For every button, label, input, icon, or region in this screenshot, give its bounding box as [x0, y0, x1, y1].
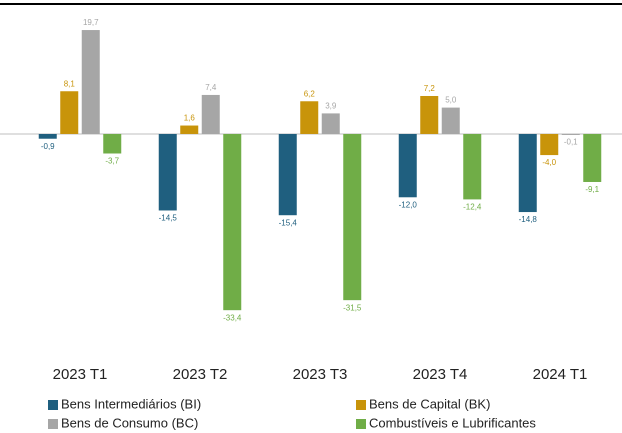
value-label: -4,0 [542, 158, 556, 167]
value-label: 5,0 [445, 96, 457, 105]
bar [583, 133, 602, 182]
bar [321, 113, 340, 134]
bar [463, 133, 482, 200]
bar [398, 133, 417, 198]
bar [81, 30, 100, 134]
value-label: 7,4 [205, 83, 217, 92]
bar [420, 95, 439, 134]
value-label: -31,5 [343, 303, 362, 312]
bar [540, 133, 559, 156]
value-label: -12,0 [399, 200, 418, 209]
bar [103, 133, 122, 154]
bar [180, 125, 199, 134]
legend-label: Bens de Consumo (BC) [61, 415, 198, 430]
value-label: -12,4 [463, 203, 482, 212]
x-tick-label: 2023 T2 [173, 366, 228, 383]
bar [60, 91, 79, 134]
bar [38, 133, 57, 139]
legend-swatch [356, 400, 366, 410]
x-tick-label: 2023 T1 [53, 366, 108, 383]
value-label: -33,4 [223, 313, 242, 322]
bar [561, 133, 580, 135]
x-tick-label: 2024 T1 [533, 366, 588, 383]
bar [158, 133, 177, 211]
value-label: -14,8 [519, 215, 538, 224]
legend-swatch [356, 419, 366, 429]
legend-swatch [48, 419, 58, 429]
value-label: 7,2 [424, 84, 436, 93]
value-label: -14,5 [159, 214, 178, 223]
value-label: -0,1 [564, 138, 578, 147]
top-rule [0, 3, 622, 5]
legend-label: Bens de Capital (BK) [369, 396, 490, 411]
bar [201, 94, 220, 134]
value-label: 8,1 [64, 79, 76, 88]
value-label: -15,4 [279, 218, 298, 227]
value-label: -0,9 [41, 142, 55, 151]
bar [278, 133, 297, 216]
value-label: -9,1 [585, 185, 599, 194]
legend-label: Bens Intermediários (BI) [61, 396, 201, 411]
legend-swatch [48, 400, 58, 410]
value-label: 1,6 [184, 114, 196, 123]
bar [441, 107, 460, 134]
bar [343, 133, 362, 301]
x-tick-label: 2023 T4 [413, 366, 468, 383]
value-label: 6,2 [304, 89, 316, 98]
legend-label: Combustíveis e Lubrificantes [369, 415, 536, 430]
bar [300, 101, 319, 134]
value-label: 3,9 [325, 102, 337, 111]
value-label: 19,7 [83, 18, 99, 27]
bar [518, 133, 537, 213]
value-label: -3,7 [105, 157, 119, 166]
bar [223, 133, 242, 311]
x-tick-label: 2023 T3 [293, 366, 348, 383]
